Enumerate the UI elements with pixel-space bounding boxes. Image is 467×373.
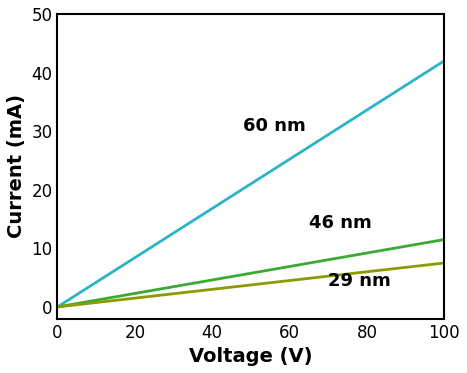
- Y-axis label: Current (mA): Current (mA): [7, 94, 26, 238]
- X-axis label: Voltage (V): Voltage (V): [189, 347, 312, 366]
- Text: 46 nm: 46 nm: [309, 214, 372, 232]
- Text: 29 nm: 29 nm: [328, 272, 391, 291]
- Text: 60 nm: 60 nm: [243, 117, 306, 135]
